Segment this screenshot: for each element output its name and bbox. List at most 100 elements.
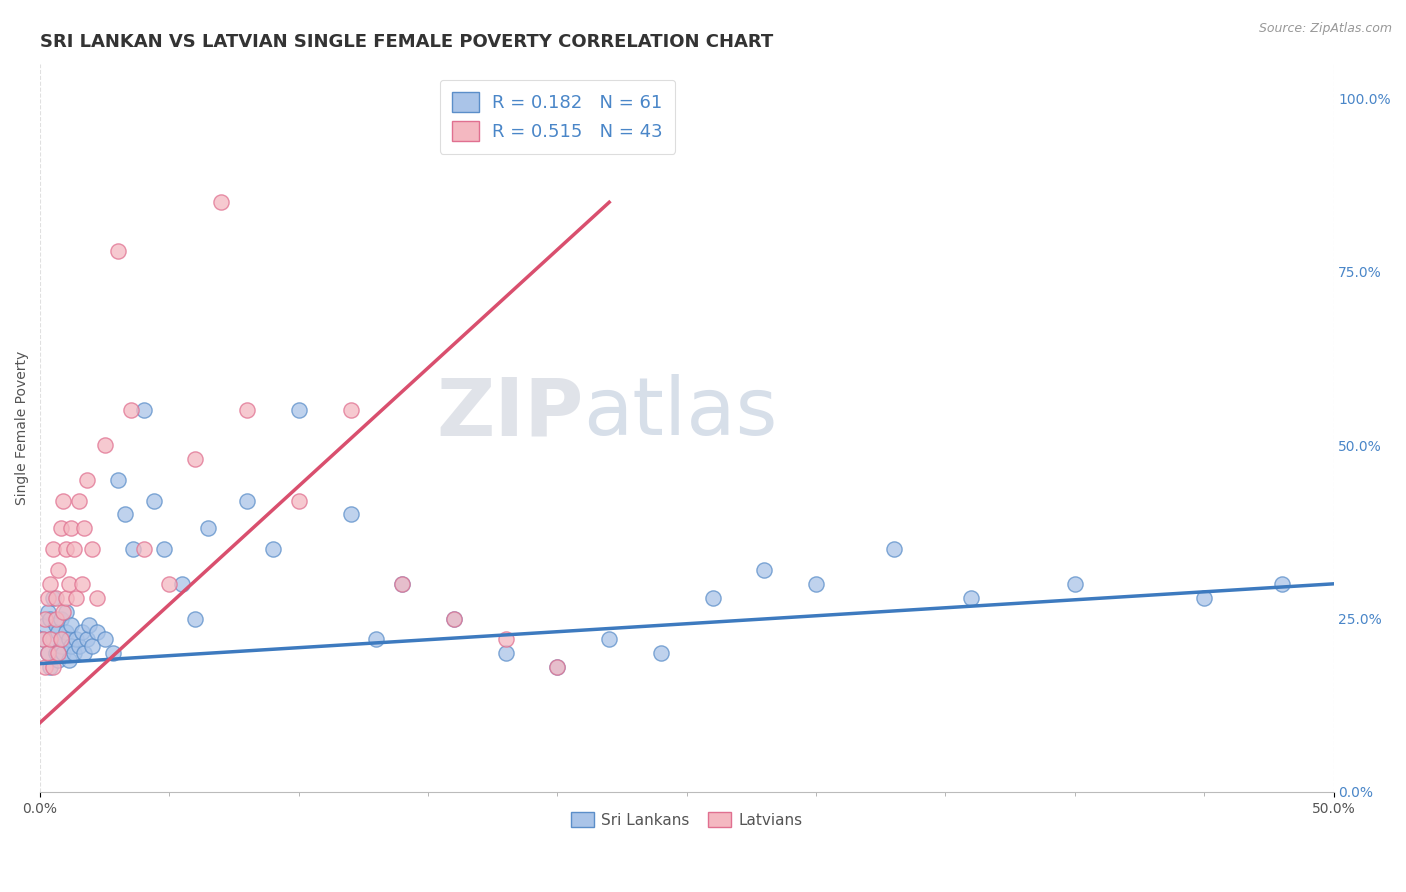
Point	[209, 195, 232, 210]
Point	[45, 591, 67, 605]
Point	[39, 611, 62, 625]
Point	[132, 403, 155, 417]
Point	[598, 632, 620, 647]
Point	[58, 577, 80, 591]
Point	[804, 577, 827, 591]
Point	[495, 632, 517, 647]
Point	[339, 403, 361, 417]
Point	[101, 646, 124, 660]
Text: ZIP: ZIP	[436, 374, 583, 452]
Text: atlas: atlas	[583, 374, 778, 452]
Point	[39, 660, 62, 674]
Point	[45, 646, 67, 660]
Point	[172, 577, 194, 591]
Point	[52, 605, 75, 619]
Point	[49, 632, 72, 647]
Point	[391, 577, 413, 591]
Point	[55, 625, 77, 640]
Point	[65, 632, 87, 647]
Point	[883, 542, 905, 557]
Point	[339, 508, 361, 522]
Point	[37, 591, 59, 605]
Point	[42, 542, 65, 557]
Point	[39, 632, 62, 647]
Point	[262, 542, 284, 557]
Point	[184, 452, 207, 467]
Point	[49, 611, 72, 625]
Point	[46, 646, 69, 660]
Point	[1271, 577, 1294, 591]
Point	[60, 521, 83, 535]
Point	[46, 653, 69, 667]
Point	[702, 591, 724, 605]
Point	[122, 542, 145, 557]
Point	[52, 493, 75, 508]
Point	[76, 473, 98, 487]
Point	[76, 632, 98, 647]
Point	[1192, 591, 1215, 605]
Point	[153, 542, 176, 557]
Point	[65, 591, 87, 605]
Point	[443, 611, 465, 625]
Point	[80, 640, 103, 654]
Point	[42, 660, 65, 674]
Point	[70, 625, 93, 640]
Point	[120, 403, 142, 417]
Point	[546, 660, 568, 674]
Point	[754, 563, 776, 577]
Point	[58, 632, 80, 647]
Point	[94, 632, 117, 647]
Point	[114, 508, 136, 522]
Point	[960, 591, 983, 605]
Point	[132, 542, 155, 557]
Point	[60, 618, 83, 632]
Point	[55, 542, 77, 557]
Point	[366, 632, 388, 647]
Point	[42, 591, 65, 605]
Point	[107, 473, 129, 487]
Point	[288, 493, 311, 508]
Point	[77, 618, 100, 632]
Point	[107, 244, 129, 258]
Point	[197, 521, 219, 535]
Point	[37, 605, 59, 619]
Point	[288, 403, 311, 417]
Point	[67, 640, 90, 654]
Point	[236, 403, 259, 417]
Point	[546, 660, 568, 674]
Point	[159, 577, 181, 591]
Point	[34, 618, 56, 632]
Text: Source: ZipAtlas.com: Source: ZipAtlas.com	[1258, 22, 1392, 36]
Point	[67, 493, 90, 508]
Y-axis label: Single Female Poverty: Single Female Poverty	[15, 351, 30, 505]
Point	[86, 591, 108, 605]
Point	[70, 577, 93, 591]
Point	[650, 646, 672, 660]
Point	[52, 632, 75, 647]
Text: SRI LANKAN VS LATVIAN SINGLE FEMALE POVERTY CORRELATION CHART: SRI LANKAN VS LATVIAN SINGLE FEMALE POVE…	[41, 33, 773, 51]
Point	[495, 646, 517, 660]
Point	[45, 611, 67, 625]
Point	[60, 640, 83, 654]
Point	[73, 521, 96, 535]
Point	[49, 521, 72, 535]
Point	[58, 653, 80, 667]
Legend: Sri Lankans, Latvians: Sri Lankans, Latvians	[564, 804, 810, 835]
Point	[1063, 577, 1085, 591]
Point	[45, 618, 67, 632]
Point	[443, 611, 465, 625]
Point	[46, 625, 69, 640]
Point	[80, 542, 103, 557]
Point	[39, 577, 62, 591]
Point	[62, 646, 84, 660]
Point	[236, 493, 259, 508]
Point	[55, 591, 77, 605]
Point	[86, 625, 108, 640]
Point	[49, 640, 72, 654]
Point	[31, 632, 53, 647]
Point	[62, 542, 84, 557]
Point	[31, 632, 53, 647]
Point	[34, 660, 56, 674]
Point	[391, 577, 413, 591]
Point	[52, 646, 75, 660]
